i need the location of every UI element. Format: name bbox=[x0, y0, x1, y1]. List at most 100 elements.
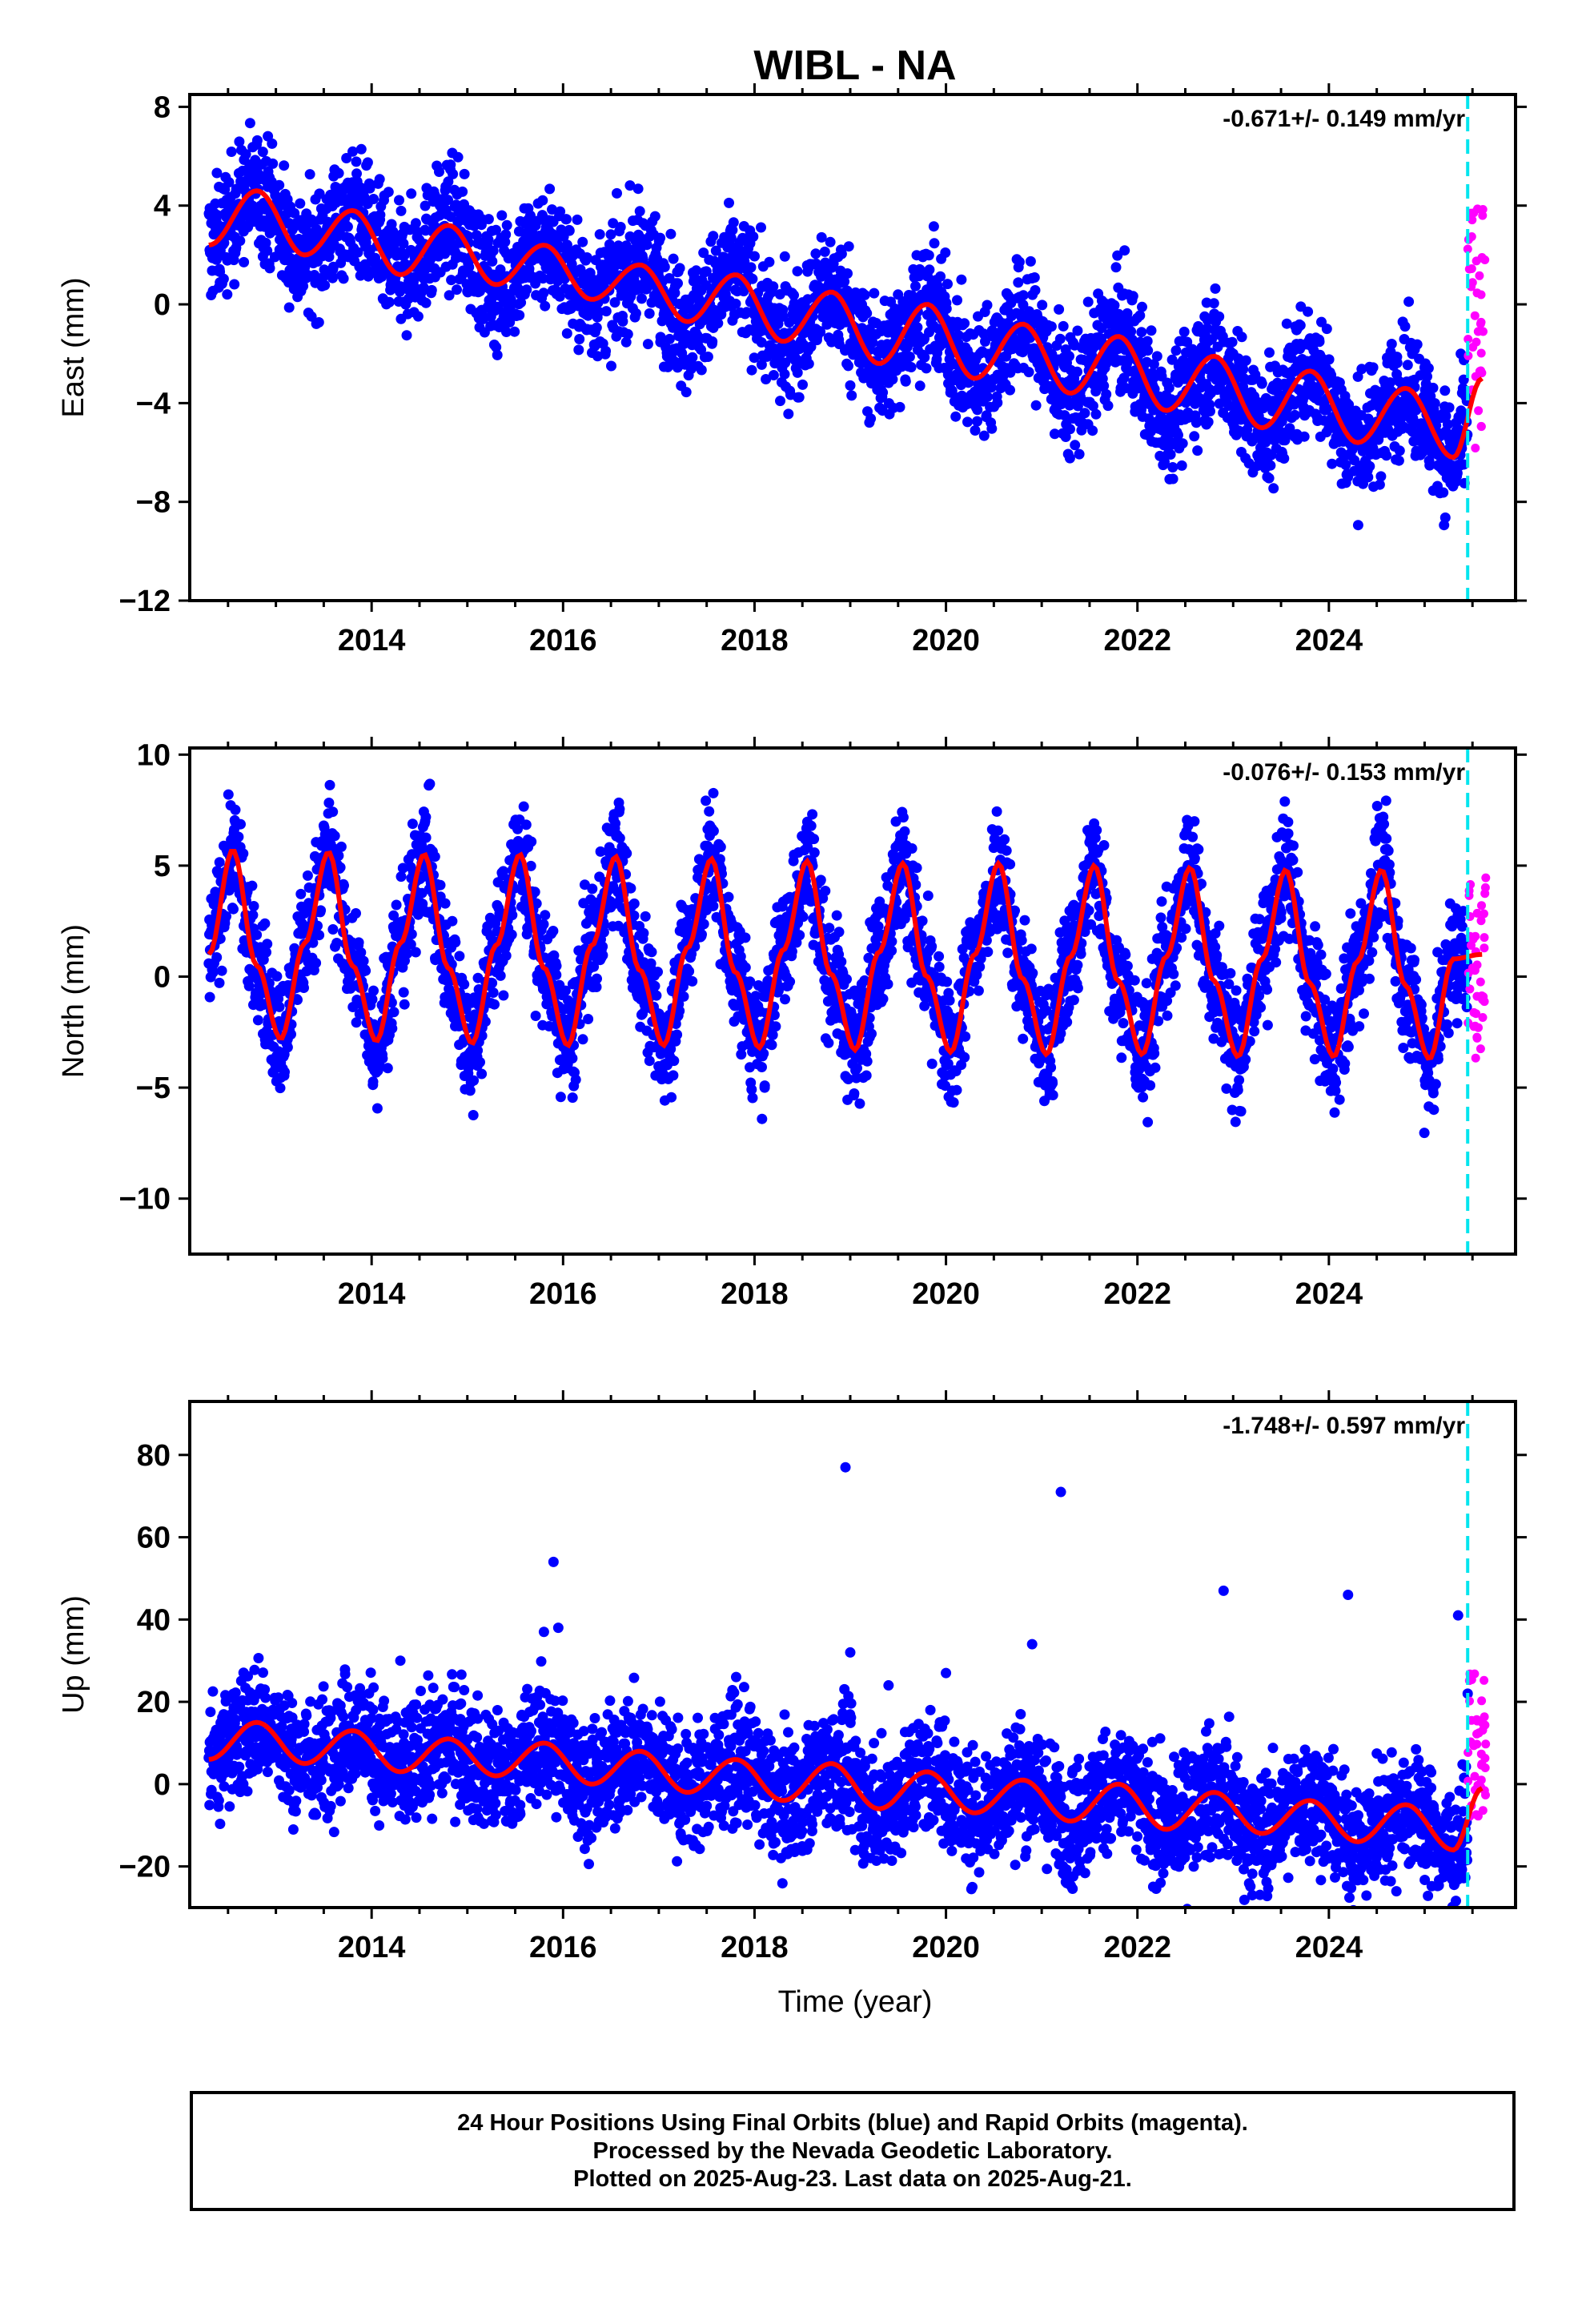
final-orbit-point bbox=[1393, 455, 1404, 466]
final-orbit-point bbox=[783, 408, 794, 420]
final-orbit-point bbox=[749, 352, 760, 364]
rapid-orbit-point bbox=[1470, 311, 1480, 320]
final-orbit-point bbox=[289, 207, 300, 219]
final-orbit-point bbox=[747, 273, 758, 284]
x-tick-label: 2022 bbox=[1103, 624, 1171, 657]
final-orbit-point bbox=[1142, 345, 1154, 356]
final-orbit-point bbox=[659, 261, 670, 272]
final-orbit-point bbox=[235, 818, 246, 830]
final-orbit-point bbox=[524, 263, 535, 275]
final-orbit-point bbox=[1014, 256, 1025, 267]
final-orbit-point bbox=[929, 238, 940, 249]
final-orbit-point bbox=[567, 1092, 578, 1104]
final-orbit-point bbox=[383, 296, 395, 308]
final-orbit-point bbox=[1064, 452, 1075, 464]
final-orbit-point bbox=[450, 937, 461, 948]
final-orbit-point bbox=[655, 232, 666, 243]
final-orbit-point bbox=[471, 230, 482, 241]
final-orbit-point bbox=[1064, 351, 1074, 362]
final-orbit-point bbox=[1072, 366, 1082, 377]
final-orbit-point bbox=[710, 245, 721, 256]
final-orbit-point bbox=[327, 272, 338, 283]
final-orbit-point bbox=[1142, 336, 1153, 347]
final-orbit-point bbox=[448, 168, 459, 179]
final-orbit-point bbox=[641, 239, 652, 251]
final-orbit-point bbox=[615, 222, 626, 232]
final-orbit-point bbox=[214, 977, 225, 988]
final-orbit-point bbox=[304, 169, 315, 180]
final-orbit-point bbox=[567, 1053, 578, 1063]
final-orbit-point bbox=[1165, 449, 1176, 460]
final-orbit-point bbox=[1030, 400, 1042, 411]
final-orbit-point bbox=[748, 231, 759, 242]
final-orbit-point bbox=[869, 287, 880, 299]
final-orbit-point bbox=[204, 991, 215, 1003]
final-orbit-point bbox=[894, 401, 905, 412]
final-orbit-point bbox=[570, 1074, 581, 1085]
final-orbit-point bbox=[1367, 362, 1379, 373]
final-orbit-point bbox=[597, 950, 608, 961]
rapid-orbit-point bbox=[1477, 253, 1487, 263]
final-orbit-point bbox=[1079, 408, 1090, 419]
final-orbit-point bbox=[239, 256, 250, 267]
final-orbit-point bbox=[1381, 450, 1392, 461]
final-orbit-point bbox=[516, 297, 527, 308]
final-orbit-point bbox=[495, 970, 506, 981]
final-orbit-point bbox=[701, 279, 712, 291]
final-orbit-point bbox=[1074, 448, 1085, 460]
final-orbit-point bbox=[1146, 325, 1157, 336]
final-orbit-point bbox=[223, 789, 234, 800]
final-orbit-point bbox=[696, 364, 707, 376]
final-orbit-point bbox=[347, 146, 358, 157]
final-orbit-point bbox=[537, 195, 548, 206]
final-orbit-point bbox=[440, 898, 451, 909]
final-orbit-point bbox=[775, 396, 785, 407]
final-orbit-point bbox=[1375, 471, 1387, 482]
final-orbit-point bbox=[614, 833, 625, 844]
final-orbit-point bbox=[398, 238, 409, 249]
final-orbit-point bbox=[434, 167, 444, 177]
rapid-orbit-point bbox=[1471, 444, 1480, 452]
final-orbit-point bbox=[877, 387, 889, 398]
final-orbit-point bbox=[725, 232, 737, 243]
final-orbit-point bbox=[544, 183, 556, 195]
final-orbit-point bbox=[594, 229, 605, 240]
final-orbit-point bbox=[620, 336, 632, 348]
final-orbit-point bbox=[233, 831, 244, 842]
final-orbit-point bbox=[614, 803, 625, 814]
final-orbit-point bbox=[491, 224, 501, 235]
final-orbit-point bbox=[698, 247, 709, 259]
final-orbit-point bbox=[1314, 336, 1325, 348]
final-orbit-point bbox=[382, 1063, 393, 1074]
final-orbit-point bbox=[410, 947, 421, 958]
final-orbit-point bbox=[1005, 384, 1015, 396]
rapid-orbit-point bbox=[1478, 211, 1488, 220]
final-orbit-point bbox=[257, 147, 268, 158]
final-orbit-point bbox=[377, 1053, 388, 1064]
final-orbit-point bbox=[581, 252, 592, 263]
final-orbit-point bbox=[624, 180, 636, 191]
final-orbit-point bbox=[1170, 345, 1182, 356]
final-orbit-point bbox=[445, 159, 456, 171]
final-orbit-point bbox=[924, 264, 935, 275]
final-orbit-point bbox=[923, 250, 934, 261]
final-orbit-point bbox=[625, 883, 636, 894]
rapid-orbit-point bbox=[1476, 348, 1486, 358]
final-orbit-point bbox=[333, 850, 344, 861]
final-orbit-point bbox=[464, 262, 475, 272]
final-orbit-point bbox=[756, 337, 767, 348]
final-orbit-point bbox=[845, 380, 856, 391]
final-orbit-point bbox=[592, 973, 602, 984]
final-orbit-point bbox=[593, 307, 604, 317]
final-orbit-point bbox=[608, 263, 620, 274]
final-orbit-point bbox=[407, 818, 418, 830]
final-orbit-point bbox=[1321, 324, 1332, 335]
y-tick-label: −8 bbox=[136, 486, 171, 520]
rapid-orbit-point bbox=[1472, 337, 1481, 347]
final-orbit-point bbox=[341, 153, 352, 163]
final-orbit-point bbox=[483, 214, 494, 225]
final-orbit-point bbox=[279, 160, 290, 171]
final-orbit-point bbox=[1264, 347, 1275, 358]
final-orbit-point bbox=[630, 308, 641, 319]
final-orbit-point bbox=[730, 298, 741, 309]
